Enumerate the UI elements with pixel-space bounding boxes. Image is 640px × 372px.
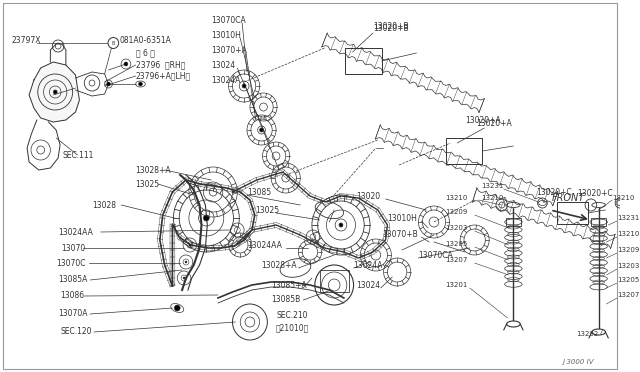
Circle shape [138, 82, 142, 86]
Text: 13070+B: 13070+B [383, 230, 419, 238]
Text: 13070+A: 13070+A [211, 45, 247, 55]
Text: 〈21010〉: 〈21010〉 [276, 324, 309, 333]
Bar [445, 138, 483, 164]
Circle shape [106, 82, 111, 86]
Text: 13028+A: 13028+A [262, 260, 297, 269]
Text: 13070CA: 13070CA [419, 250, 453, 260]
Text: 13209: 13209 [445, 209, 468, 215]
Text: 13207: 13207 [445, 257, 468, 263]
Circle shape [339, 223, 343, 227]
Circle shape [189, 244, 191, 246]
Text: B: B [111, 41, 115, 45]
Text: 13020+B: 13020+B [373, 23, 408, 32]
Bar [506, 218, 521, 226]
Text: 13024A: 13024A [211, 76, 241, 84]
Text: J 3000 IV: J 3000 IV [562, 359, 593, 365]
Text: 13028: 13028 [92, 201, 116, 209]
Text: 13085: 13085 [247, 187, 271, 196]
Text: SEC.210: SEC.210 [276, 311, 308, 321]
Circle shape [242, 84, 246, 88]
Text: 13020+A: 13020+A [465, 115, 500, 125]
Bar [345, 48, 381, 74]
Text: 13070CA: 13070CA [211, 16, 246, 25]
Text: 13086: 13086 [60, 292, 84, 301]
Text: 13203: 13203 [617, 263, 639, 269]
Bar [557, 202, 588, 224]
Circle shape [174, 305, 180, 311]
Text: 13205: 13205 [617, 277, 639, 283]
Text: 23796+A〈LH〉: 23796+A〈LH〉 [136, 71, 191, 80]
Text: 13010H: 13010H [211, 31, 241, 39]
Text: 13024: 13024 [356, 280, 381, 289]
Circle shape [185, 261, 187, 263]
Circle shape [53, 90, 57, 94]
Text: 13070A: 13070A [58, 310, 88, 318]
Text: 13070C: 13070C [56, 259, 86, 267]
Text: 13207: 13207 [617, 292, 639, 298]
Text: 13025: 13025 [255, 205, 279, 215]
Text: 13201: 13201 [445, 282, 468, 288]
Polygon shape [29, 62, 79, 122]
Text: 13024A: 13024A [353, 260, 383, 269]
Text: 13231: 13231 [617, 215, 639, 221]
Text: 23797X: 23797X [12, 35, 41, 45]
Text: 13202: 13202 [577, 331, 598, 337]
Circle shape [124, 62, 128, 66]
Text: 13028+A: 13028+A [136, 166, 172, 174]
Text: 13025: 13025 [136, 180, 160, 189]
Text: 13020: 13020 [356, 192, 381, 201]
Text: 13085+A: 13085+A [271, 280, 307, 289]
Bar [591, 218, 606, 226]
Text: 13085B: 13085B [271, 295, 300, 305]
Text: 23796  〈RH〉: 23796 〈RH〉 [136, 61, 185, 70]
Text: 13210: 13210 [445, 195, 468, 201]
Circle shape [204, 215, 209, 221]
Text: 13231: 13231 [481, 183, 504, 189]
Text: 13010H: 13010H [387, 214, 417, 222]
Text: 081A0-6351A: 081A0-6351A [119, 35, 171, 45]
Text: 13209: 13209 [617, 247, 639, 253]
Text: 13020+B: 13020+B [373, 22, 408, 31]
Text: 13070: 13070 [61, 244, 85, 253]
Text: FRONT: FRONT [552, 193, 586, 203]
Text: 13024AA: 13024AA [247, 241, 282, 250]
Text: 13024: 13024 [211, 61, 236, 70]
Text: 13024AA: 13024AA [58, 228, 93, 237]
Text: 13205: 13205 [445, 241, 468, 247]
Text: SEC.111: SEC.111 [63, 151, 94, 160]
Text: 13020+C: 13020+C [536, 187, 572, 196]
Text: 13203: 13203 [445, 225, 468, 231]
Text: 13210: 13210 [612, 195, 635, 201]
Text: 13085A: 13085A [58, 276, 88, 285]
Text: 13020+A: 13020+A [477, 119, 513, 128]
Text: 〈 6 〉: 〈 6 〉 [136, 48, 154, 58]
Bar [319, 270, 349, 292]
Text: 13210: 13210 [617, 231, 639, 237]
Circle shape [260, 128, 264, 132]
Text: 13020+C: 13020+C [577, 189, 613, 198]
Circle shape [183, 277, 185, 279]
Text: 13210: 13210 [481, 195, 504, 201]
Text: SEC.120: SEC.120 [60, 327, 92, 337]
